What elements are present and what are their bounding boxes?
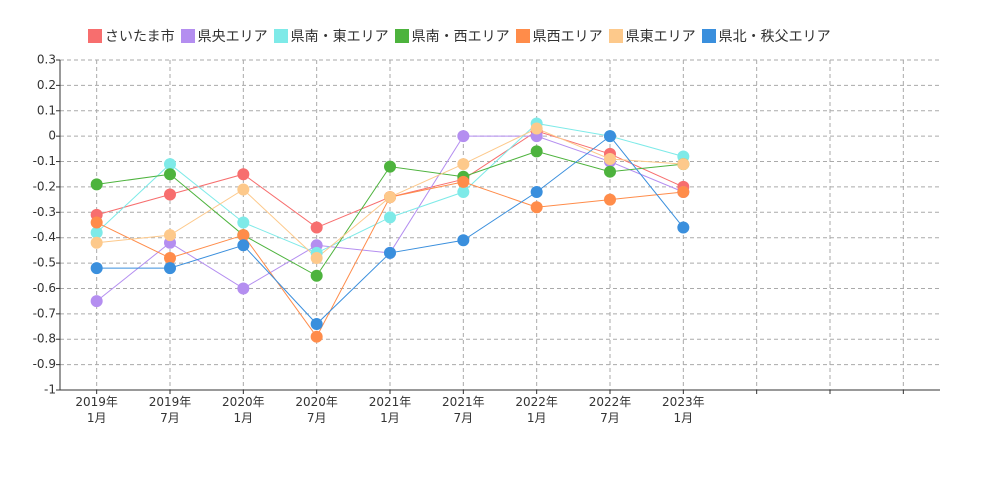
legend-swatch: [701, 29, 716, 43]
point: [90, 262, 103, 275]
legend-item: 県東エリア: [608, 26, 696, 46]
point: [530, 186, 543, 198]
point: [164, 252, 176, 264]
point: [90, 236, 103, 249]
legend-item: 県南・西エリア: [394, 26, 510, 46]
x-tick-label: 2020年 1月: [222, 395, 265, 425]
x-tick-label: 2021年 7月: [442, 395, 485, 425]
legend-swatch: [608, 29, 623, 43]
point: [604, 153, 616, 165]
legend-label: さいたま市: [105, 29, 175, 45]
legend-swatch: [180, 29, 195, 43]
y-tick-label: -0.9: [33, 357, 56, 371]
point: [237, 216, 250, 229]
point: [90, 226, 103, 239]
x-tick-label: 2022年 1月: [515, 395, 558, 425]
point: [457, 158, 470, 171]
y-tick-label: -0.8: [33, 332, 56, 346]
point: [677, 186, 690, 198]
x-tick-label: 2022年 7月: [588, 395, 632, 425]
point: [457, 234, 470, 247]
y-tick-label: 0: [48, 129, 56, 143]
legend: さいたま市 県央エリア 県南・東エリア 県南・西エリア 県西エリア 県東エリア 県北・秩父エ…: [88, 26, 831, 46]
x-tick-label: 2019年 1月: [75, 395, 118, 425]
legend-item: さいたま市: [88, 26, 175, 46]
point: [237, 168, 250, 181]
point: [164, 229, 176, 242]
point: [604, 165, 616, 178]
legend-label: 県北・秩父エリア: [718, 29, 831, 45]
y-tick-label: -0.2: [33, 179, 56, 193]
legend-swatch: [273, 29, 288, 43]
legend-label: 県央エリア: [197, 29, 268, 45]
legend-item: 県北・秩父エリア: [701, 26, 831, 46]
y-tick-label: 0.1: [37, 103, 56, 117]
point: [530, 201, 543, 214]
y-tick-label: -0.3: [33, 205, 56, 219]
y-tick-label: -0.6: [33, 281, 56, 295]
point: [384, 191, 396, 204]
point: [310, 269, 323, 282]
legend-item: 県央エリア: [180, 26, 268, 46]
x-tick-label: 2020年 7月: [295, 395, 338, 425]
point: [164, 188, 176, 201]
point: [457, 186, 470, 198]
point: [310, 252, 323, 264]
point: [237, 229, 250, 242]
point: [164, 262, 176, 275]
point: [384, 160, 396, 173]
y-tick-label: -0.4: [33, 230, 56, 244]
legend-swatch: [515, 29, 530, 43]
point: [164, 168, 176, 181]
point: [677, 221, 690, 234]
point: [90, 178, 103, 191]
y-tick-label: -0.1: [33, 154, 56, 168]
point: [457, 130, 470, 143]
point: [384, 246, 396, 259]
point: [237, 183, 250, 196]
point: [384, 211, 396, 224]
point: [310, 330, 323, 343]
point: [530, 145, 543, 158]
point: [310, 318, 323, 330]
legend-swatch: [88, 29, 102, 43]
y-tick-label: 0.3: [37, 53, 56, 67]
point: [310, 221, 323, 234]
y-tick-label: -0.7: [33, 306, 56, 320]
legend-swatch: [394, 29, 409, 43]
point: [677, 158, 690, 171]
legend-label: 県南・東エリア: [290, 29, 389, 45]
x-tick-label: 2023年 1月: [662, 395, 705, 425]
point: [90, 295, 103, 308]
x-tick-label: 2021年 1月: [368, 395, 412, 425]
point: [457, 175, 470, 188]
legend-item: 県西エリア: [515, 26, 603, 46]
point: [237, 282, 250, 295]
legend-item: 県南・東エリア: [273, 26, 389, 46]
legend-label: 県東エリア: [625, 29, 696, 45]
point: [164, 158, 176, 171]
y-tick-label: 0.2: [37, 78, 56, 92]
point: [604, 130, 616, 143]
point: [90, 216, 103, 229]
point: [604, 193, 616, 206]
legend-label: 県西エリア: [532, 29, 603, 45]
x-tick-label: 2019年 7月: [148, 395, 192, 425]
point: [530, 122, 543, 135]
y-tick-label: -1: [44, 383, 56, 397]
point: [237, 239, 250, 252]
legend-label: 県南・西エリア: [411, 29, 510, 45]
y-tick-label: -0.5: [33, 256, 56, 270]
